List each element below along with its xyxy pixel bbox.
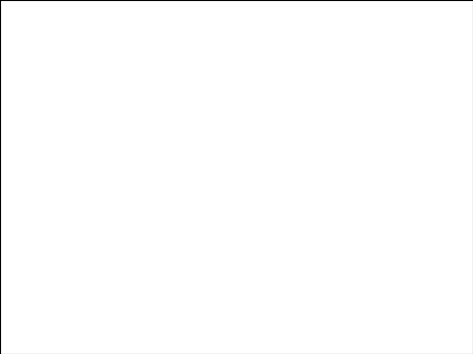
FancyBboxPatch shape	[357, 255, 387, 306]
Text: 24 h: 24 h	[272, 321, 294, 331]
FancyBboxPatch shape	[150, 255, 180, 306]
Text: 72 h: 72 h	[361, 321, 383, 331]
Text: GSM268254: GSM268254	[101, 259, 110, 305]
Text: GSM269535: GSM269535	[397, 259, 406, 306]
FancyBboxPatch shape	[150, 306, 239, 347]
Text: GSM269469: GSM269469	[190, 259, 199, 306]
Text: baseline control: baseline control	[67, 321, 145, 331]
FancyBboxPatch shape	[268, 255, 298, 306]
Text: GDS3642 / 15573: GDS3642 / 15573	[90, 8, 212, 22]
FancyBboxPatch shape	[61, 306, 150, 347]
Text: GSM268253: GSM268253	[72, 257, 81, 308]
Text: GSM268254: GSM268254	[101, 257, 110, 308]
Bar	[156, 73, 174, 82]
Text: GSM269534: GSM269534	[368, 257, 377, 308]
Bar	[245, 71, 263, 82]
FancyBboxPatch shape	[61, 255, 91, 306]
Text: GSM269524: GSM269524	[279, 259, 288, 305]
Text: GSM269471: GSM269471	[219, 259, 228, 305]
FancyBboxPatch shape	[327, 255, 357, 306]
Point	[398, 119, 405, 124]
Point	[339, 123, 346, 129]
Bar	[185, 82, 203, 224]
Text: GSM269469: GSM269469	[190, 257, 199, 308]
Text: GSM268255: GSM268255	[131, 259, 140, 305]
FancyBboxPatch shape	[121, 255, 150, 306]
Point	[220, 153, 228, 159]
FancyBboxPatch shape	[91, 255, 121, 306]
Point	[368, 151, 376, 156]
Bar	[67, 82, 85, 126]
Point	[309, 188, 316, 193]
FancyBboxPatch shape	[180, 255, 209, 306]
Text: GSM269467: GSM269467	[160, 257, 169, 308]
Text: GSM269525: GSM269525	[308, 257, 317, 308]
Bar	[97, 82, 114, 98]
Bar	[363, 82, 381, 90]
Text: GSM269467: GSM269467	[160, 259, 169, 306]
Point	[250, 114, 257, 120]
Bar	[333, 82, 351, 132]
Point	[131, 204, 139, 210]
Text: GSM269534: GSM269534	[368, 259, 377, 306]
Text: time ▶: time ▶	[29, 321, 61, 331]
Point	[191, 211, 198, 216]
Text: GSM269471: GSM269471	[219, 257, 228, 308]
Point	[72, 245, 80, 251]
Text: GSM269507: GSM269507	[249, 257, 258, 308]
Point	[161, 109, 169, 115]
Bar	[126, 82, 144, 105]
Text: GSM268253: GSM268253	[72, 259, 81, 305]
FancyBboxPatch shape	[209, 255, 239, 306]
FancyBboxPatch shape	[239, 255, 268, 306]
FancyBboxPatch shape	[327, 306, 416, 347]
Text: GSM268255: GSM268255	[131, 257, 140, 308]
FancyBboxPatch shape	[387, 255, 416, 306]
Bar	[274, 82, 292, 84]
Bar	[215, 82, 233, 84]
Text: GSM269533: GSM269533	[338, 257, 347, 308]
FancyBboxPatch shape	[298, 255, 327, 306]
Text: GSM269535: GSM269535	[397, 257, 406, 308]
FancyBboxPatch shape	[239, 306, 327, 347]
Text: GSM269524: GSM269524	[279, 257, 288, 308]
Point	[280, 139, 287, 145]
Text: 12 h: 12 h	[184, 321, 205, 331]
Text: GSM269525: GSM269525	[308, 259, 317, 305]
Text: GSM269533: GSM269533	[338, 259, 347, 306]
Text: GSM269507: GSM269507	[249, 259, 258, 306]
Bar	[393, 71, 410, 82]
Point	[102, 201, 110, 207]
Bar	[304, 82, 322, 98]
